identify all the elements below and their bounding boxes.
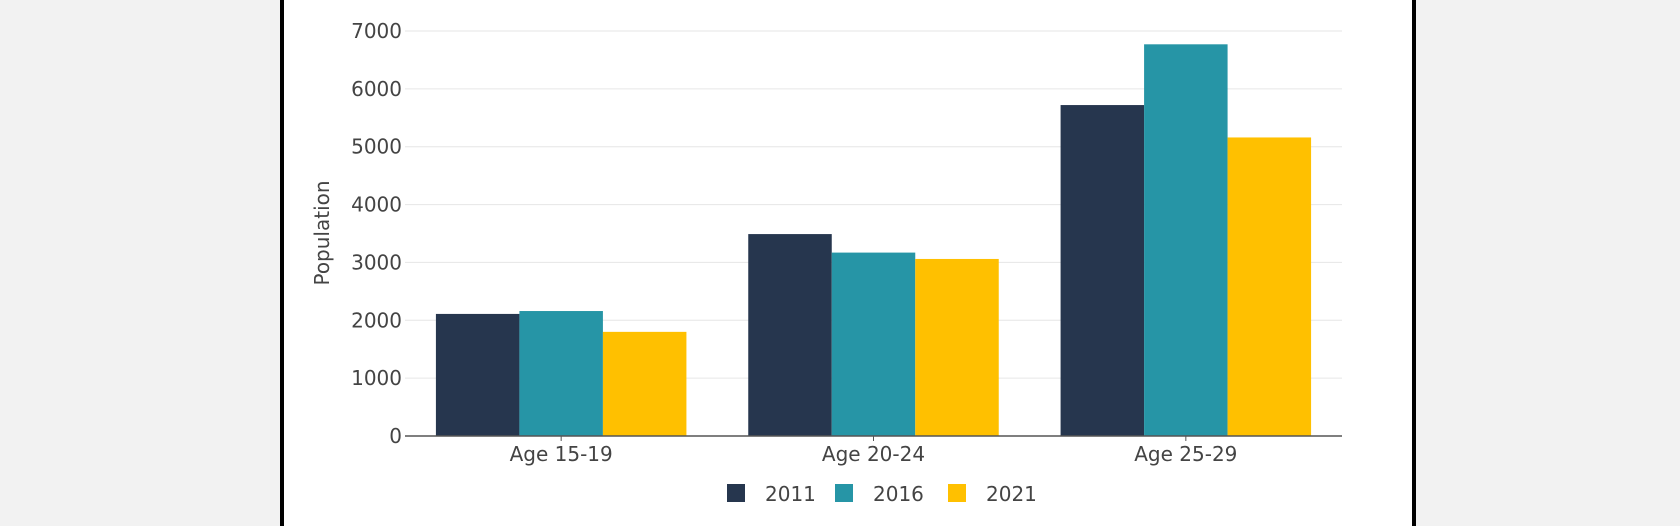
bar-2021-0 bbox=[602, 331, 687, 436]
y-tick-label: 4000 bbox=[351, 193, 402, 217]
y-tick-label: 2000 bbox=[351, 308, 402, 332]
bar-2011-0 bbox=[435, 313, 520, 436]
x-tick-label: Age 15-19 bbox=[510, 442, 613, 466]
legend-label-2016: 2016 bbox=[873, 482, 924, 506]
y-tick-label: 0 bbox=[389, 424, 402, 448]
y-tick-label: 5000 bbox=[351, 135, 402, 159]
bar-2011-1 bbox=[748, 234, 832, 436]
legend-swatch-2016 bbox=[835, 484, 853, 502]
bar-2011-2 bbox=[1060, 105, 1145, 437]
bar-2016-2 bbox=[1144, 44, 1228, 437]
legend-swatch-2021 bbox=[948, 484, 966, 502]
legend-label-2011: 2011 bbox=[765, 482, 816, 506]
x-tick-label: Age 20-24 bbox=[822, 442, 925, 466]
bar-2016-1 bbox=[831, 252, 916, 436]
legend-label-2021: 2021 bbox=[986, 482, 1037, 506]
bars bbox=[435, 44, 1312, 437]
y-axis-ticks: 0 1000 2000 3000 4000 5000 6000 7000 bbox=[351, 19, 402, 448]
x-tick-label: Age 25-29 bbox=[1134, 442, 1237, 466]
x-axis-ticks: Age 15-19 Age 20-24 Age 25-29 bbox=[510, 436, 1237, 466]
legend: 2011 2016 2021 bbox=[727, 482, 1037, 506]
y-tick-label: 7000 bbox=[351, 19, 402, 43]
y-tick-label: 6000 bbox=[351, 77, 402, 101]
y-tick-label: 3000 bbox=[351, 250, 402, 274]
y-tick-label: 1000 bbox=[351, 366, 402, 390]
bar-2016-0 bbox=[519, 311, 603, 436]
bar-2021-1 bbox=[915, 258, 999, 436]
legend-swatch-2011 bbox=[727, 484, 745, 502]
y-axis-title: Population bbox=[310, 180, 334, 285]
bar-2021-2 bbox=[1227, 137, 1312, 436]
